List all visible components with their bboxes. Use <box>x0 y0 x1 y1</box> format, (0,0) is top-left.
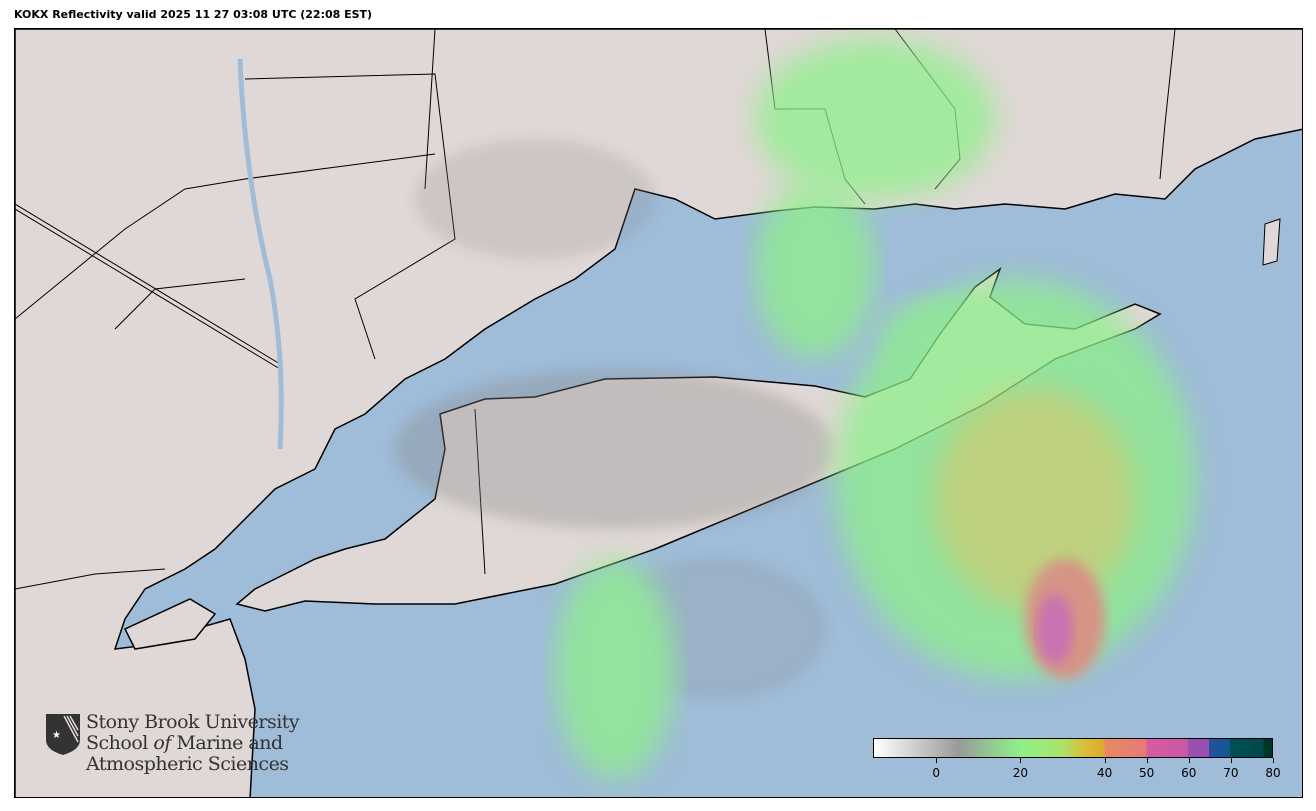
logo-line3: Atmospheric Sciences <box>86 753 289 775</box>
colorbar-tick-label: 70 <box>1223 766 1239 780</box>
reflectivity-colorbar <box>873 738 1273 758</box>
sbu-shield-icon: ★ <box>46 714 80 755</box>
colorbar-tick-label: 60 <box>1181 766 1197 780</box>
radar-echoes <box>395 39 1195 779</box>
colorbar-tick-label: 80 <box>1265 766 1281 780</box>
logo-line1: Stony Brook University <box>86 711 300 733</box>
colorbar-tick-label: 40 <box>1096 766 1113 780</box>
colorbar-tick-label: 50 <box>1139 766 1155 780</box>
colorbar-tick <box>1273 758 1274 763</box>
colorbar-tick <box>1188 758 1190 763</box>
sbu-somas-logo: ★ Stony Brook University School of Marin… <box>44 711 300 775</box>
colorbar-tick <box>1146 758 1148 763</box>
svg-text:★: ★ <box>52 730 61 741</box>
colorbar-tick <box>1230 758 1232 763</box>
logo-line2b: of <box>153 732 171 754</box>
map-title: KOKX Reflectivity valid 2025 11 27 03:08… <box>14 8 373 21</box>
colorbar-tick <box>1104 758 1106 763</box>
colorbar-tick <box>936 758 938 763</box>
logo-line2a: School <box>86 732 154 754</box>
colorbar-tick-label: 20 <box>1012 766 1028 780</box>
logo-line2c: Marine and <box>170 732 283 754</box>
colorbar-tick-label: 0 <box>932 766 940 780</box>
colorbar-tick <box>1020 758 1022 763</box>
radar-map[interactable] <box>14 28 1303 798</box>
